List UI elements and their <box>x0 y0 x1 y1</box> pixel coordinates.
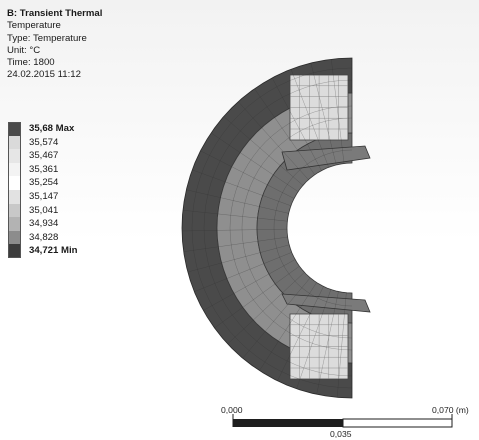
legend-swatch <box>8 176 21 190</box>
inner-layer-region <box>256 132 353 324</box>
legend-level: 34,828 <box>8 230 128 245</box>
legend-swatch <box>8 162 21 177</box>
mesh-radial-line <box>203 259 296 311</box>
legend-level: 35,041 <box>8 203 128 218</box>
mesh-radial-line <box>316 291 339 395</box>
inner-layer-body <box>256 132 353 324</box>
legend-swatch <box>8 230 21 245</box>
legend-level: 35,68 Max <box>8 122 128 136</box>
mesh-radial-line <box>296 289 332 389</box>
legend-level: 35,574 <box>8 135 128 150</box>
legend-level: 34,721 Min <box>8 244 128 258</box>
result-info-panel: B: Transient Thermal Temperature Type: T… <box>7 8 102 82</box>
analysis-title: B: Transient Thermal <box>7 8 103 19</box>
legend-swatch <box>8 189 21 204</box>
legend-value: 35,147 <box>29 190 59 202</box>
mesh-radial-line <box>238 101 309 180</box>
mesh-radial-line <box>214 266 300 329</box>
result-name: Temperature <box>7 20 61 32</box>
mesh-radial-line <box>187 244 290 273</box>
legend-value: 35,467 <box>29 150 59 162</box>
legend-value: 35,041 <box>29 204 59 216</box>
mesh-radial-line <box>259 282 317 371</box>
mesh-radial-line <box>210 132 299 192</box>
color-legend[interactable]: 35,68 Max 35,574 35,467 35,361 35,254 35… <box>8 122 128 258</box>
mesh-radial-line <box>182 228 288 232</box>
legend-swatch <box>8 122 21 136</box>
result-timestamp: 24.02.2015 11:12 <box>7 69 81 81</box>
mesh-radial-line <box>310 63 337 165</box>
mesh-radial-line <box>194 252 292 292</box>
legend-swatch <box>8 149 21 163</box>
legend-value: 34,721 Min <box>29 245 78 257</box>
mesh-radial-line <box>227 272 305 345</box>
mesh-radial-line <box>337 292 347 398</box>
legend-value: 34,828 <box>29 231 59 243</box>
mesh-radial-line <box>242 277 311 359</box>
legend-value: 34,934 <box>29 218 59 230</box>
legend-swatch <box>8 135 21 150</box>
mesh-ring-line <box>203 79 353 377</box>
legend-value: 35,361 <box>29 163 59 175</box>
legend-level: 35,467 <box>8 149 128 163</box>
mesh-ring-line <box>229 105 353 351</box>
mesh-radial-line <box>183 236 288 252</box>
mesh-radial-line <box>272 77 322 171</box>
mesh-radial-line <box>223 116 304 186</box>
legend-swatch <box>8 244 21 258</box>
mesh-radial-line <box>254 88 315 175</box>
legend-value: 35,68 Max <box>29 123 75 134</box>
mesh-lines <box>182 59 353 398</box>
legend-level: 35,361 <box>8 162 128 177</box>
mesh-ring-line <box>191 67 353 389</box>
legend-level: 34,934 <box>8 217 128 231</box>
legend-value: 35,574 <box>29 136 59 148</box>
result-unit: Unit: °C <box>7 44 41 56</box>
flange-top <box>281 145 371 171</box>
mesh-radial-line <box>277 286 324 381</box>
mesh-radial-line <box>186 189 289 214</box>
mesh-radial-line <box>182 210 288 222</box>
legend-swatch <box>8 203 21 218</box>
mesh-ring-line <box>241 117 353 339</box>
mesh-ring-line <box>273 149 353 307</box>
mesh-radial-line <box>192 169 291 206</box>
mesh-radial-line <box>331 59 345 164</box>
result-type: Type: Temperature <box>7 32 87 44</box>
result-time: Time: 1800 <box>7 57 55 69</box>
legend-value: 35,254 <box>29 177 59 189</box>
legend-swatch <box>8 217 21 231</box>
legend-level: 35,147 <box>8 189 128 204</box>
mesh-radial-line <box>200 150 295 199</box>
legend-level: 35,254 <box>8 176 128 190</box>
